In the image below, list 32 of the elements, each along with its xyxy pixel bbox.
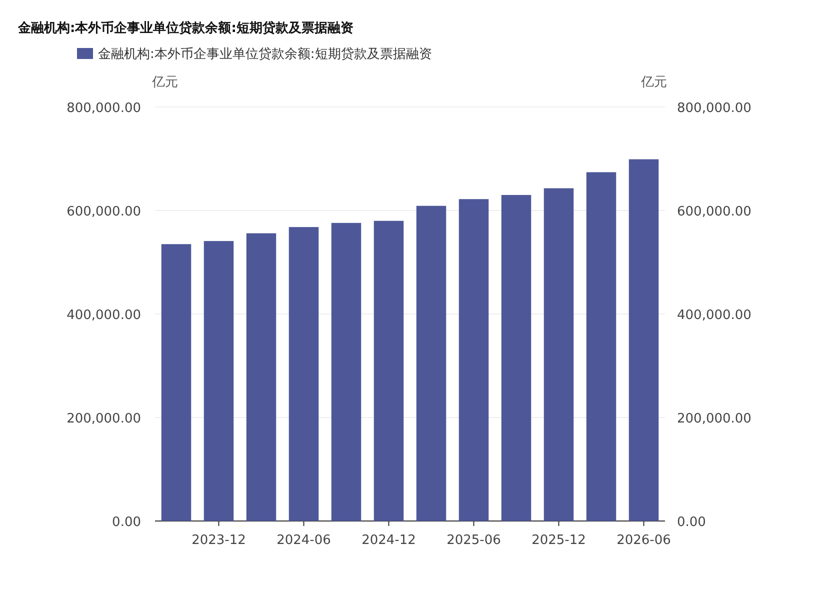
- bar: [161, 244, 192, 521]
- bar: [501, 194, 532, 521]
- bar: [628, 159, 659, 521]
- chart-title: 金融机构:本外币企事业单位贷款余额:短期贷款及票据融资: [17, 20, 354, 36]
- y-tick-label: 200,000.00: [66, 412, 141, 426]
- bar: [458, 199, 489, 521]
- y-tick-label: 0.00: [112, 515, 141, 530]
- bar: [246, 233, 276, 521]
- bar: [544, 188, 574, 521]
- bar: [331, 222, 362, 521]
- x-tick-label: 2025-12: [532, 533, 586, 548]
- y2-tick-label: 400,000.00: [677, 308, 752, 323]
- bar: [374, 220, 404, 521]
- bar: [204, 241, 234, 521]
- y2-tick-label: 800,000.00: [677, 101, 752, 116]
- bar: [416, 206, 446, 521]
- x-tick-label: 2023-12: [192, 533, 246, 548]
- y2-tick-label: 200,000.00: [677, 412, 752, 426]
- y2-tick-label: 600,000.00: [677, 204, 752, 220]
- y-tick-label: 400,000.00: [66, 308, 141, 323]
- y-tick-label: 800,000.00: [66, 101, 141, 116]
- y-axis-title: 亿元: [151, 75, 178, 90]
- x-tick-label: 2026-06: [616, 533, 671, 548]
- y-tick-label: 600,000.00: [66, 204, 141, 220]
- bar: [288, 227, 319, 521]
- y2-axis-title: 亿元: [640, 75, 667, 90]
- bar: [586, 172, 616, 521]
- x-tick-label: 2024-12: [362, 533, 416, 548]
- y2-tick-label: 0.00: [677, 515, 706, 530]
- x-tick-label: 2025-06: [446, 533, 501, 548]
- legend-label: 金融机构:本外币企事业单位贷款余额:短期贷款及票据融资: [98, 47, 432, 62]
- x-tick-label: 2024-06: [276, 533, 331, 548]
